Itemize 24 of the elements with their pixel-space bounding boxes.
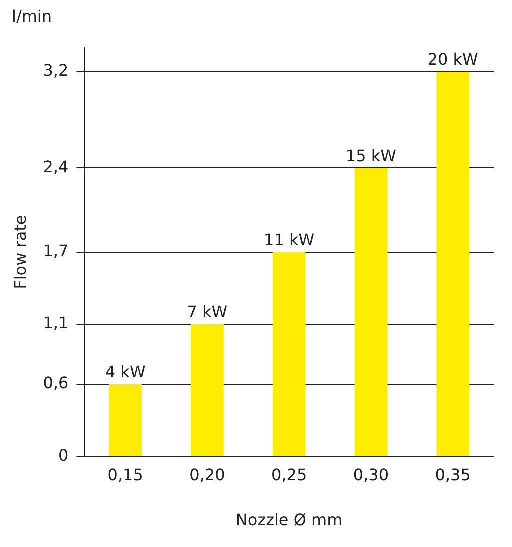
y-tick-label: 0 [58,446,69,465]
x-axis-title: Nozzle Ø mm [236,510,343,530]
annotation: 4 kW [105,362,146,382]
bar [191,324,224,456]
y-tick-label: 0,6 [43,374,69,393]
x-tick-label: 0,15 [108,465,144,484]
annotation: 11 kW [264,230,315,250]
text: l/min [12,7,52,26]
x-tick-label: 0,20 [190,465,226,484]
annotation: 7 kW [187,302,228,322]
y-tick-label: 3,2 [43,61,69,80]
annotation: 20 kW [428,50,479,70]
bar [109,384,142,456]
y-axis-title: Flow rate [10,215,30,290]
x-tick-label: 0,25 [272,465,308,484]
bar [272,252,306,456]
bar [436,72,470,456]
bar [354,168,388,456]
x-tick-label: 0,30 [353,465,390,484]
y-tick-label: 1,7 [43,241,69,260]
annotation: 15 kW [346,146,397,166]
x-tick-label: 0,35 [435,465,471,484]
y-tick-label: 2,4 [43,157,69,176]
y-tick-label: 1,1 [43,314,69,333]
